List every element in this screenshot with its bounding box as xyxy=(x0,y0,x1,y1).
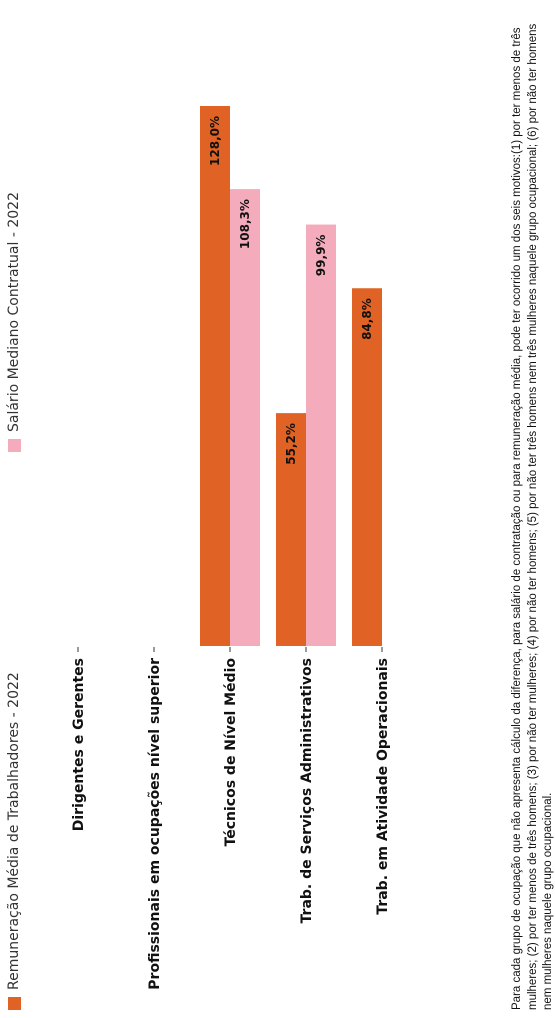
bar xyxy=(276,413,306,646)
data-label: 128,0% xyxy=(208,116,222,166)
data-label: 108,3% xyxy=(238,199,252,249)
category-label: Dirigentes e Gerentes xyxy=(71,658,87,831)
data-label: 84,8% xyxy=(360,298,374,340)
footnote: Para cada grupo de ocupação que não apre… xyxy=(511,23,554,1010)
data-label: 99,9% xyxy=(314,235,328,277)
category-label: Trab. de Serviços Administrativos xyxy=(299,658,315,923)
bar-chart: Dirigentes e Gerentes Profissionais em oc… xyxy=(71,106,391,990)
bar xyxy=(200,106,230,646)
data-label: 55,2% xyxy=(284,423,298,465)
category-label: Profissionais em ocupações nível superio… xyxy=(147,658,163,990)
category-label: Trab. em Atividade Operacionais xyxy=(375,658,391,915)
bar xyxy=(230,189,260,646)
bar xyxy=(306,224,336,646)
bar xyxy=(352,288,382,646)
category-label: Técnicos de Nível Médio xyxy=(223,658,239,847)
